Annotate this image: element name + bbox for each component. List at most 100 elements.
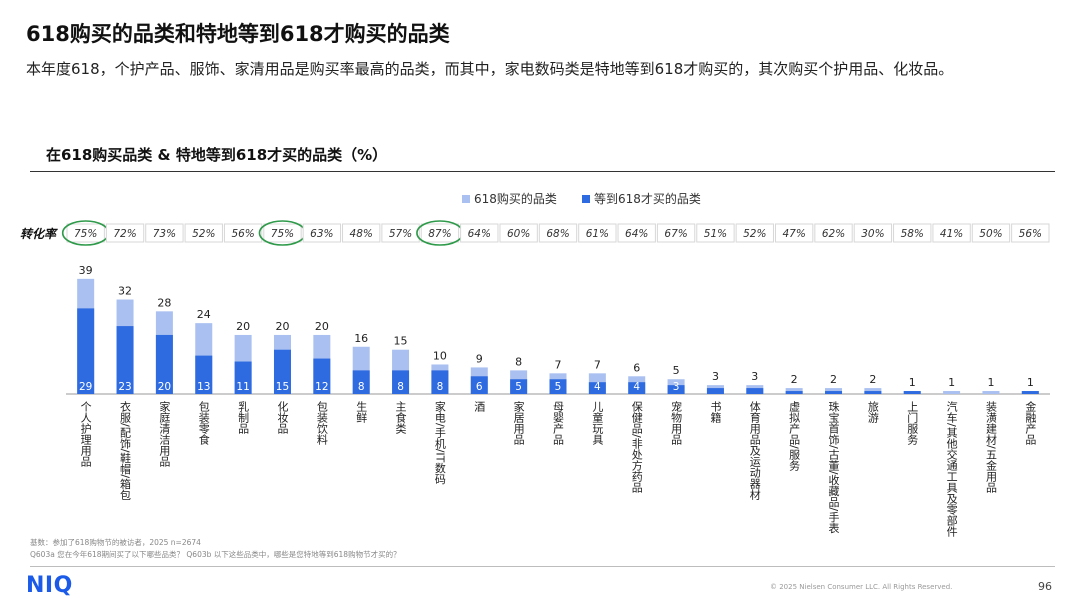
data-label-total: 15 [394, 335, 408, 348]
conversion-cell [342, 223, 381, 243]
x-tick-label: 乳制品 [237, 401, 250, 434]
data-label-waited: 4 [594, 381, 601, 393]
conversion-rate-value: 60% [507, 228, 530, 240]
page-number: 96 [1038, 580, 1052, 593]
bar-waited [825, 391, 843, 394]
data-label-waited: 15 [276, 381, 289, 393]
footnote-line: Q603a 您在今年618期间买了以下哪些品类？ Q603b 以下这些品类中，哪… [30, 550, 401, 559]
conversion-cell [302, 223, 342, 243]
conversion-rate-label: 转化率 [20, 227, 57, 241]
x-tick-label: 家庭清洁用品 [158, 400, 171, 467]
x-tick-label: 主食类 [394, 401, 407, 435]
data-label-waited: 29 [79, 381, 92, 393]
bar-waited [155, 334, 173, 394]
data-label-waited: 12 [315, 381, 328, 393]
x-tick-label: 包装饮料 [315, 401, 328, 446]
legend-swatch-total [462, 195, 470, 203]
data-label-waited: 8 [358, 381, 365, 393]
data-label-total: 20 [236, 320, 250, 333]
data-label-waited: 8 [437, 381, 444, 393]
x-tick-label: 母婴产品 [552, 401, 565, 445]
data-label-total: 9 [476, 352, 483, 365]
conversion-cell [223, 223, 263, 243]
data-label-total: 28 [157, 296, 171, 309]
conversion-rate-value: 73% [153, 228, 176, 240]
footnote: 基数：参加了618购物节的被访者，2025 n=2674 Q603a 您在今年6… [30, 537, 401, 561]
conversion-rate-value: 75% [74, 228, 97, 240]
bar-waited [116, 326, 134, 394]
bar-waited [431, 370, 449, 394]
data-label-total: 2 [830, 373, 837, 386]
data-label-total: 8 [515, 355, 522, 368]
data-label-total: 3 [751, 370, 758, 383]
x-tick-label: 生鲜 [355, 400, 368, 424]
conversion-rate-value: 87% [428, 228, 451, 240]
conversion-rate-value: 56% [231, 228, 254, 240]
conversion-cell [145, 223, 184, 243]
chart-legend: 618购买的品类 等到618才买的品类 [462, 191, 701, 206]
conversion-rate-value: 58% [901, 228, 924, 240]
conversion-cell [460, 223, 499, 243]
conversion-rate-value: 64% [625, 228, 648, 240]
x-tick-label: 保健品/非处方药品 [630, 400, 643, 493]
data-label-waited: 11 [236, 381, 249, 393]
x-tick-label: 书籍 [709, 401, 722, 423]
conversion-cell [263, 223, 302, 243]
conversion-cell [1011, 223, 1050, 243]
data-label-total: 1 [948, 376, 955, 389]
data-label-total: 20 [275, 320, 289, 333]
data-label-waited: 3 [673, 381, 680, 393]
x-tick-label: 上门服务 [906, 401, 919, 445]
bar-waited [785, 391, 803, 394]
conversion-rate-value: 63% [310, 228, 333, 240]
conversion-cell [971, 223, 1011, 243]
data-label-total: 1 [909, 376, 916, 389]
conversion-rate-value: 48% [350, 228, 373, 240]
legend-label-waited: 等到618才买的品类 [594, 191, 701, 206]
bar-waited [313, 358, 331, 394]
chart-title: 在618购买品类 & 特地等到618才买的品类（%） [46, 146, 388, 164]
x-tick-label: 家电/手机/IT数码 [433, 400, 446, 485]
niq-logo: NIQ [26, 573, 73, 598]
slide-title: 618购买的品类和特地等到618才购买的品类 [26, 22, 450, 46]
conversion-rate-value: 68% [546, 228, 569, 240]
slide-subtitle: 本年度618，个护产品、服饰、家清用品是购买率最高的品类，而其中，家电数码类是特… [26, 60, 954, 78]
data-label-total: 2 [791, 373, 798, 386]
conversion-cell [420, 223, 460, 243]
x-tick-label: 旅游 [866, 400, 879, 423]
bar-waited [903, 391, 921, 394]
data-label-total: 1 [1027, 376, 1034, 389]
data-label-waited: 6 [476, 381, 483, 393]
conversion-rate-value: 72% [113, 228, 136, 240]
bar-waited [706, 388, 724, 394]
data-label-total: 10 [433, 349, 447, 362]
data-label-waited: 23 [118, 381, 131, 393]
x-tick-labels: 个人护理用品 衣服/配饰/鞋帽/箱包 家庭清洁用品 包装零食 乳制品 化妆品 包装饮料 生鲜 主… [79, 400, 1037, 538]
conversion-cell [853, 223, 893, 243]
bar-waited [1021, 391, 1039, 394]
conversion-cell [66, 223, 105, 243]
conversion-cell [381, 223, 420, 243]
data-label-total: 3 [712, 370, 719, 383]
x-tick-label: 酒 [473, 401, 486, 413]
data-label-total: 7 [594, 358, 601, 371]
title-divider [30, 171, 1055, 172]
conversion-rate-value: 61% [586, 228, 609, 240]
conversion-cell [774, 223, 814, 243]
conversion-cell [893, 223, 932, 243]
conversion-rate-value: 67% [664, 228, 687, 240]
data-label-total: 2 [869, 373, 876, 386]
conversion-cell [578, 223, 617, 243]
bar-waited [746, 388, 764, 394]
x-tick-label: 儿童玩具 [591, 401, 604, 445]
x-tick-label: 宠物用品 [670, 400, 683, 445]
conversion-cell [538, 223, 578, 243]
data-label-total: 5 [673, 364, 680, 377]
conversion-rate-value: 57% [389, 228, 412, 240]
copyright-text: © 2025 Nielsen Consumer LLC. All Rights … [770, 583, 953, 591]
x-tick-label: 化妆品 [276, 400, 289, 434]
data-label-total: 39 [79, 264, 93, 277]
data-label-total: 1 [987, 376, 994, 389]
x-tick-label: 体育用品及运动器材 [748, 400, 761, 500]
